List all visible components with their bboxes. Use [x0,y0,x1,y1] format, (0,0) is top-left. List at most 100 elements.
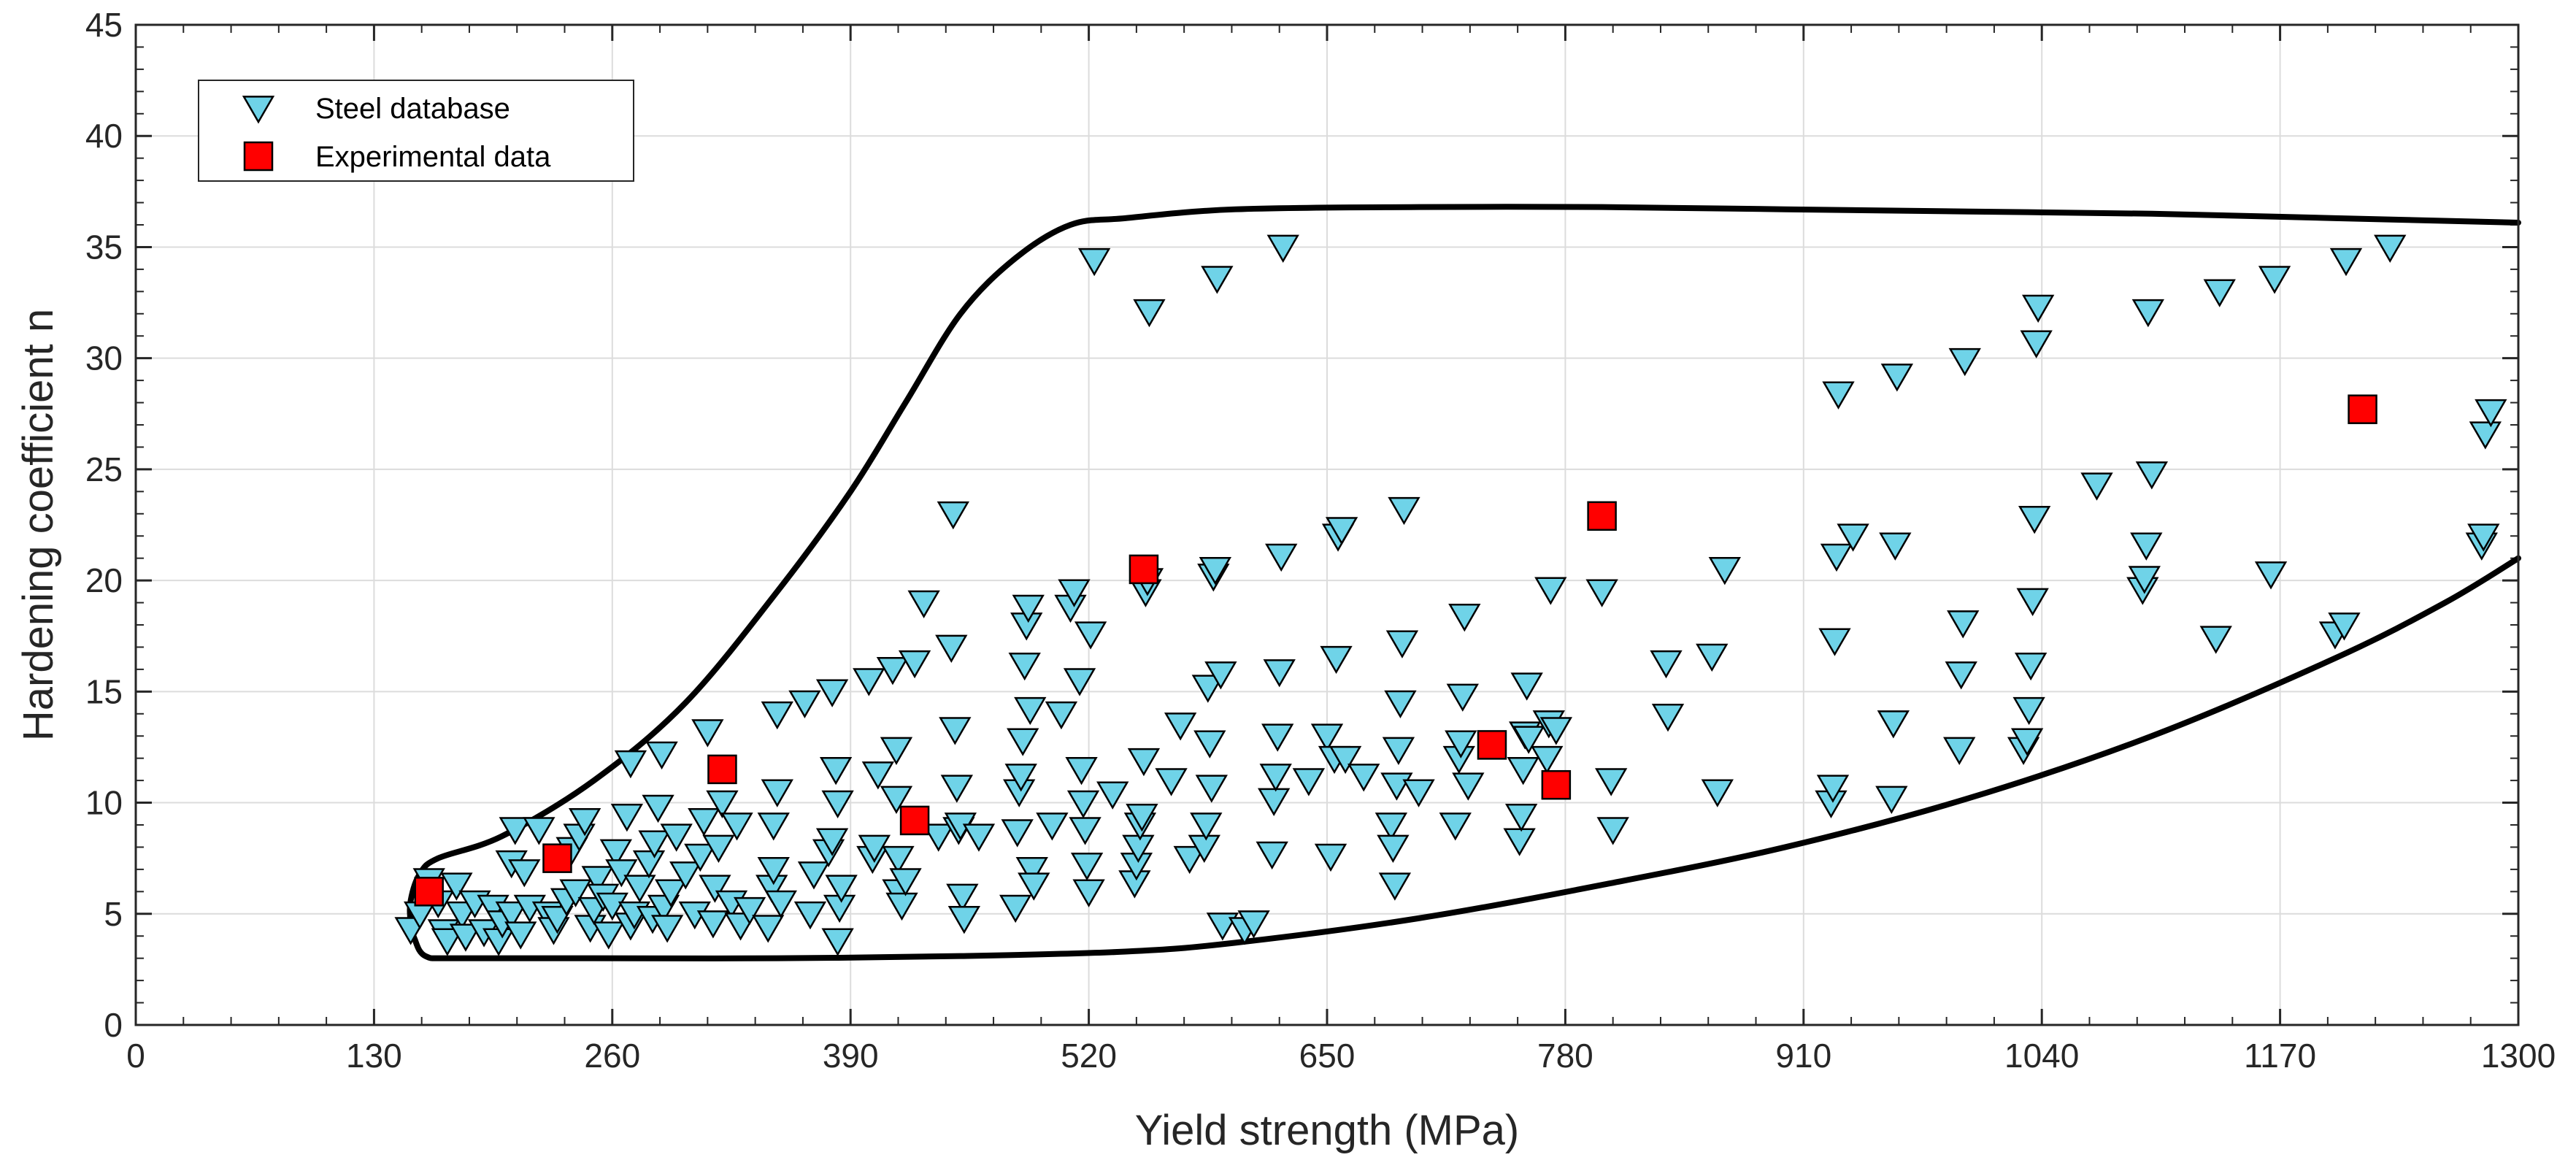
steel-data-point [1377,834,1410,863]
steel-data-point [508,859,541,888]
x-tick-label: 650 [1299,1037,1356,1075]
steel-data-point [1948,347,1981,377]
grid-lines [136,25,2518,1025]
steel-data-point [1947,610,1980,639]
steel-data-point [825,875,858,903]
steel-data-point [1065,757,1098,786]
y-tick-label: 20 [85,561,123,599]
steel-data-point [688,808,720,837]
steel-data-point [1877,710,1910,739]
steel-data-point [1696,643,1729,672]
steel-data-point [2080,472,2113,501]
steel-data-point [1708,557,1742,585]
steel-data-point [1201,266,1234,294]
x-axis-title: Yield strength (MPa) [1135,1107,1520,1154]
steel-data-point [1585,579,1618,607]
steel-data-point [1507,757,1539,786]
steel-data-point [821,928,854,956]
x-tick-label: 1040 [2004,1037,2079,1075]
steel-data-point [1818,628,1851,656]
steel-data-point [2018,506,2051,534]
steel-data-point [1014,696,1047,726]
steel-data-point [733,896,766,926]
steel-data-point [2128,566,2161,594]
steel-data-point [1384,690,1417,719]
steel-data-point [1820,543,1853,572]
steel-data-point [1206,913,1239,941]
steel-data-point [2374,234,2407,263]
y-tick-label: 15 [85,672,123,710]
steel-data-point [1058,579,1091,607]
steel-data-point [638,830,671,859]
steel-data-point [610,803,644,832]
y-axis-title: Hardening coefficient n [15,309,62,741]
legend: Steel database Experimental data [198,80,634,182]
steel-data-point [541,906,574,934]
steel-data-point [654,879,688,907]
steel-data-point [1204,661,1237,690]
y-tick-label: 10 [85,784,123,822]
steel-data-point [1945,661,1977,690]
steel-data-point [499,817,531,845]
steel-data-point [669,861,702,890]
legend-square-marker [243,141,274,172]
steel-data-point [2467,523,2500,552]
steel-data-point [1195,775,1228,803]
steel-data-point [623,875,656,903]
x-tick-label: 780 [1537,1037,1593,1075]
steel-data-point [1001,819,1034,848]
steel-data-point [889,868,922,896]
steel-data-point [1261,723,1294,752]
experimental-data-point [899,805,930,836]
steel-data-point [2199,626,2232,654]
steel-data-point [1015,857,1048,886]
steel-data-point [1445,730,1477,758]
steel-data-point [1325,517,1358,545]
steel-data-point [1237,910,1270,939]
steel-data-point [1199,557,1232,585]
steel-data-point [1314,843,1347,872]
steel-data-point [898,650,931,679]
steel-data-point [947,906,981,934]
steel-data-point [706,790,739,819]
steel-data-point [523,817,555,845]
steel-data-point [1077,247,1111,277]
steel-data-point [2130,532,2163,561]
steel-data-point [2131,299,2164,328]
steel-data-point [819,757,853,786]
steel-data-point [1012,594,1045,623]
steel-data-point [642,794,674,823]
steel-data-point [793,901,827,930]
steel-data-point [699,875,731,903]
points-layer [394,234,2507,956]
steel-data-point [922,823,955,852]
steel-data-point [440,872,473,901]
steel-data-point [853,668,885,696]
steel-data-point [1045,701,1078,730]
steel-data-point [605,859,638,888]
steel-data-point [1650,650,1683,679]
steel-data-point [946,883,979,912]
steel-data-point [907,590,940,619]
y-tick-label: 45 [85,6,123,44]
steel-data-point [720,813,753,841]
steel-data-point [1539,717,1573,745]
steel-data-point [495,901,528,930]
steel-data-point [1007,728,1039,756]
steel-data-point [880,737,913,765]
steel-data-point [1126,803,1158,832]
x-tick-label: 260 [584,1037,640,1075]
steel-data-point [1510,672,1543,701]
steel-data-point [1263,659,1296,688]
steel-data-point [1816,775,1850,803]
steel-data-point [2328,612,2361,641]
steel-data-point [696,910,730,939]
steel-data-point [1266,234,1299,263]
steel-data-point [1292,768,1326,796]
steel-data-point [660,823,693,852]
steel-data-point [1596,817,1629,845]
steel-data-point [2135,461,2169,490]
steel-data-point [1164,712,1197,741]
steel-data-point [1531,745,1564,775]
steel-data-point [1439,813,1472,841]
